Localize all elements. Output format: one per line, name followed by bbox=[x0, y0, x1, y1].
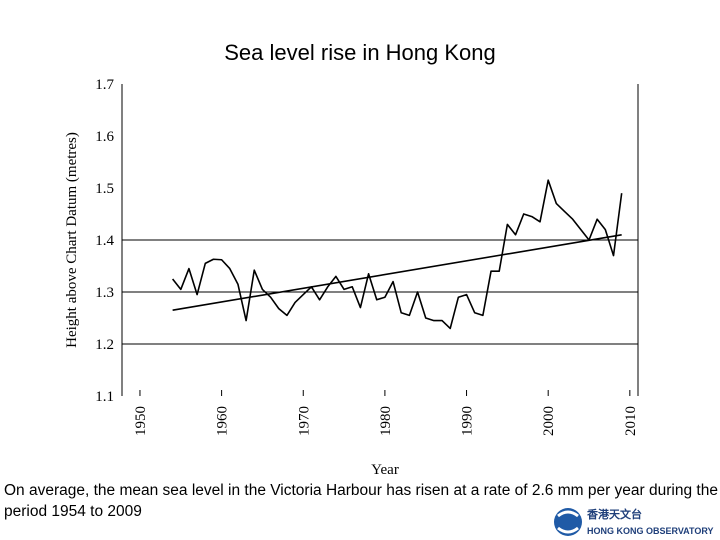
x-tick-label: 1950 bbox=[133, 406, 149, 436]
y-tick-label: 1.5 bbox=[95, 181, 114, 197]
x-tick-label: 1980 bbox=[378, 406, 394, 436]
y-tick-label: 1.7 bbox=[95, 77, 114, 93]
x-tick-label: 1990 bbox=[460, 406, 476, 436]
line bbox=[171, 179, 623, 330]
logo-chinese: 香港天文台 bbox=[586, 507, 642, 521]
logo: 香港天文台 HONG KONG OBSERVATORY bbox=[554, 507, 714, 536]
logo-icon-swirl bbox=[557, 510, 579, 534]
y-tick-label: 1.4 bbox=[95, 233, 114, 249]
x-tick-label: 1970 bbox=[296, 406, 312, 436]
chart-title: Sea level rise in Hong Kong bbox=[224, 40, 496, 65]
x-tick-label: 2000 bbox=[541, 406, 557, 436]
y-tick-label: 1.2 bbox=[95, 337, 114, 353]
y-tick-label: 1.3 bbox=[95, 285, 114, 301]
y-axis-label: Height above Chart Datum (metres) bbox=[64, 132, 80, 348]
logo-english: HONG KONG OBSERVATORY bbox=[587, 526, 714, 536]
caption: On average, the mean sea level in the Vi… bbox=[4, 482, 718, 520]
y-tick-label: 1.1 bbox=[95, 389, 114, 405]
x-axis-label: Year bbox=[371, 462, 399, 478]
caption-box: On average, the mean sea level in the Vi… bbox=[4, 482, 718, 520]
line bbox=[172, 234, 622, 311]
y-tick-label: 1.6 bbox=[95, 129, 114, 145]
x-tick-label: 2010 bbox=[623, 406, 639, 436]
x-tick-label: 1960 bbox=[215, 406, 231, 436]
